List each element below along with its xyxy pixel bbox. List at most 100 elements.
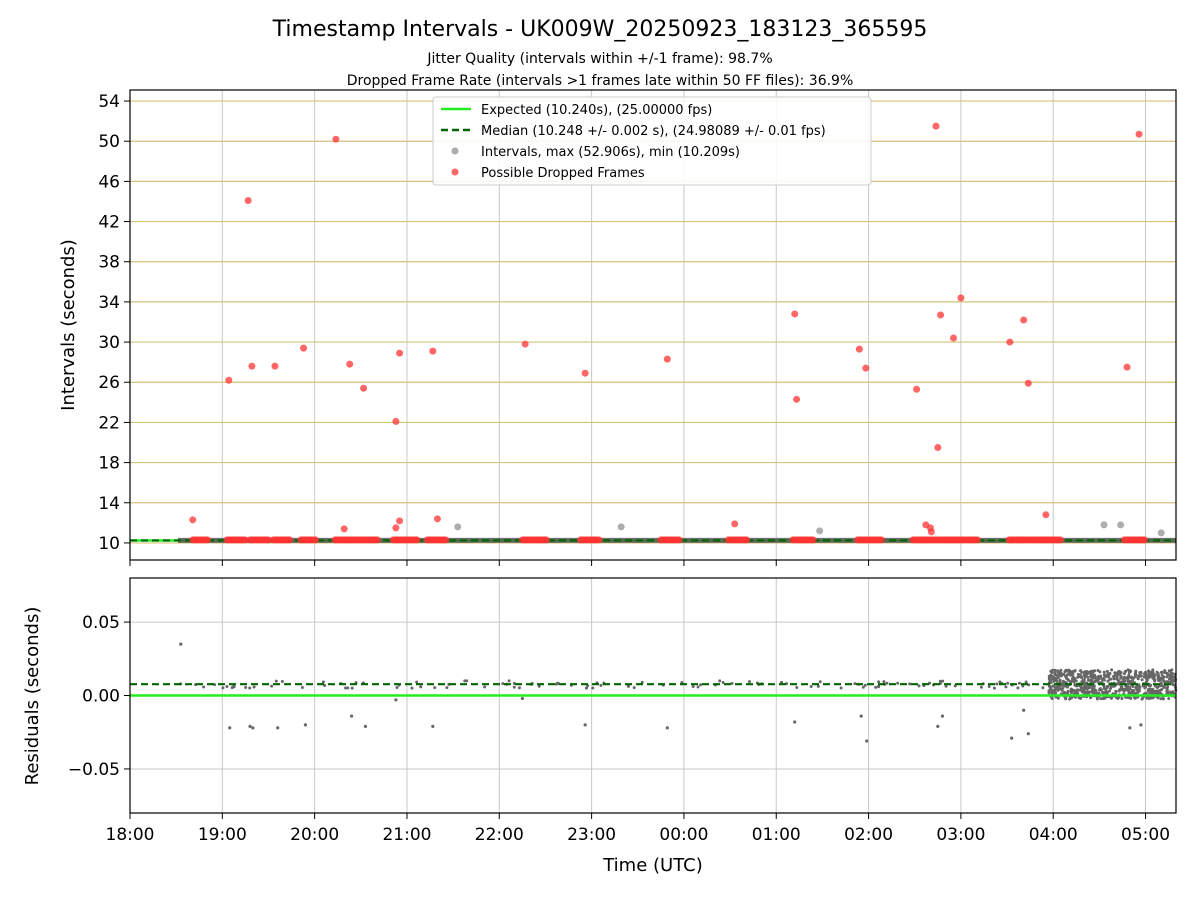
residual-point <box>1127 673 1131 677</box>
dropped-frame-point <box>429 347 437 355</box>
residual-point <box>507 679 511 683</box>
residual-point <box>632 686 636 690</box>
top-ytick-label: 30 <box>98 333 120 353</box>
residual-point <box>1159 670 1163 674</box>
residual-point <box>1148 683 1152 687</box>
bottom-xtick-label: 21:00 <box>382 825 431 845</box>
residual-point <box>1082 682 1086 686</box>
residual-point <box>419 685 423 689</box>
residual-point <box>1088 690 1092 694</box>
residual-point <box>1165 675 1169 679</box>
bottom-ytick-label: −0.05 <box>68 760 120 780</box>
residual-point <box>941 679 945 683</box>
residual-point <box>665 726 669 730</box>
residual-point <box>1118 673 1122 677</box>
interval-point <box>1117 521 1125 529</box>
residual-point <box>1165 680 1169 684</box>
residual-point <box>1113 684 1117 688</box>
residual-point <box>1110 668 1114 672</box>
residual-point <box>979 685 983 689</box>
residual-point <box>1057 684 1061 688</box>
residual-point <box>699 683 703 687</box>
residual-point <box>1151 687 1155 691</box>
interval-point <box>617 523 625 531</box>
chart-subtitle-dropped: Dropped Frame Rate (intervals >1 frames … <box>347 73 854 89</box>
top-ytick-label: 18 <box>98 454 120 474</box>
dropped-frame-point <box>225 376 233 384</box>
residual-point <box>248 686 252 690</box>
residual-point <box>1086 672 1090 676</box>
residual-point <box>938 679 942 683</box>
top-y-axis-label: Intervals (seconds) <box>58 239 79 411</box>
residual-point <box>1153 679 1157 683</box>
bottom-y-axis-label: Residuals (seconds) <box>22 607 43 786</box>
top-ytick-label: 38 <box>98 253 120 273</box>
residual-point <box>1125 688 1129 692</box>
residual-point <box>1126 678 1130 682</box>
residual-point <box>1102 670 1106 674</box>
dropped-frame-point <box>791 310 799 318</box>
residual-point <box>1087 684 1091 688</box>
residual-point <box>1098 687 1102 691</box>
dropped-frame-point <box>913 385 921 393</box>
top-y-axis: 10 14 18 22 26 30 34 38 42 46 50 54 <box>98 92 130 554</box>
residual-point <box>1085 687 1089 691</box>
top-ytick-label: 50 <box>98 132 120 152</box>
residual-point <box>626 684 630 688</box>
top-ytick-label: 22 <box>98 413 120 433</box>
residual-point <box>230 686 234 690</box>
residual-point <box>987 684 991 688</box>
dropped-frame-point <box>300 344 308 352</box>
residual-point <box>1072 680 1076 684</box>
bottom-xtick-label: 01:00 <box>752 825 801 845</box>
residual-point <box>1101 691 1105 695</box>
bottom-xtick-label: 19:00 <box>198 825 247 845</box>
chart-title: Timestamp Intervals - UK009W_20250923_18… <box>272 17 928 42</box>
residual-point <box>1096 678 1100 682</box>
residual-point <box>1078 688 1082 692</box>
residual-point <box>1167 669 1171 673</box>
residual-point <box>584 686 588 690</box>
residual-point <box>1135 686 1139 690</box>
residual-point <box>1172 691 1176 695</box>
residual-point <box>1170 671 1174 675</box>
residual-point <box>1109 686 1113 690</box>
dropped-frame-point <box>581 369 589 377</box>
residual-point <box>410 686 414 690</box>
residual-point <box>202 685 206 689</box>
residual-point <box>1041 686 1045 690</box>
dropped-frame-point <box>521 340 529 348</box>
dropped-frame-point <box>731 520 739 528</box>
residual-point <box>1051 675 1055 679</box>
dropped-frame-point <box>286 536 294 544</box>
residual-point <box>1156 675 1160 679</box>
top-ytick-label: 46 <box>98 172 120 192</box>
residual-point <box>1079 675 1083 679</box>
residual-point <box>1047 677 1051 681</box>
residual-point <box>1140 678 1144 682</box>
residual-point <box>344 686 348 690</box>
residual-point <box>1149 690 1153 694</box>
residual-point <box>1130 678 1134 682</box>
legend-dropped-swatch <box>451 168 459 176</box>
residual-point <box>225 684 229 688</box>
residual-point <box>1163 680 1167 684</box>
residual-point <box>839 686 843 690</box>
residual-point <box>1155 670 1159 674</box>
residual-point <box>1093 669 1097 673</box>
dropped-frame-point <box>932 122 940 130</box>
residual-point <box>1160 673 1164 677</box>
residual-point <box>228 726 232 730</box>
legend-box <box>432 96 872 186</box>
residual-point <box>1157 679 1161 683</box>
dropped-frame-point <box>1135 130 1143 138</box>
residual-point <box>747 680 751 684</box>
dropped-frame-point <box>312 536 320 544</box>
residual-point <box>1017 681 1021 685</box>
residual-point <box>1004 685 1008 689</box>
dropped-frame-point <box>1006 338 1014 346</box>
residual-point <box>1086 675 1090 679</box>
residual-point <box>1113 671 1117 675</box>
residual-point <box>816 684 820 688</box>
dropped-frame-point <box>392 417 400 425</box>
